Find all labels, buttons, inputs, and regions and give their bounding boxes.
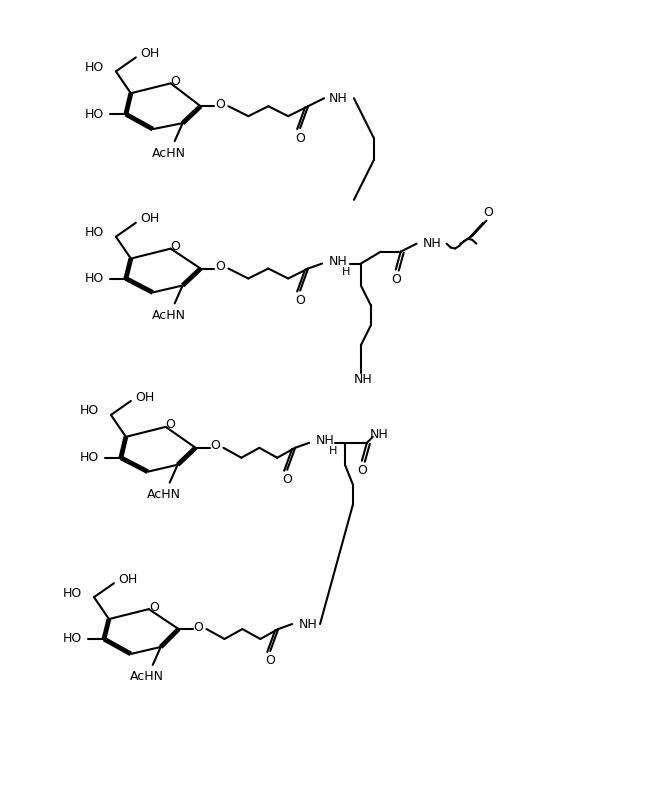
Text: HO: HO	[79, 451, 99, 464]
Text: O: O	[193, 621, 203, 634]
Text: O: O	[171, 240, 181, 253]
Text: O: O	[295, 294, 305, 307]
Text: O: O	[357, 464, 367, 477]
Text: O: O	[391, 273, 401, 286]
Text: O: O	[265, 654, 275, 667]
Text: NH: NH	[354, 373, 372, 385]
Text: H: H	[342, 267, 350, 277]
Text: AcHN: AcHN	[147, 488, 181, 501]
Text: AcHN: AcHN	[151, 147, 185, 160]
Text: H: H	[329, 446, 338, 456]
Text: O: O	[295, 132, 305, 144]
Text: AcHN: AcHN	[151, 309, 185, 322]
Text: NH: NH	[329, 255, 348, 268]
Text: HO: HO	[85, 108, 103, 120]
Text: NH: NH	[423, 237, 442, 250]
Text: NH: NH	[315, 434, 334, 448]
Text: O: O	[165, 418, 175, 432]
Text: NH: NH	[329, 92, 348, 105]
Text: O: O	[484, 206, 494, 219]
Text: NH: NH	[370, 429, 388, 441]
Text: OH: OH	[135, 390, 155, 404]
Text: NH: NH	[299, 618, 317, 630]
Text: AcHN: AcHN	[130, 670, 164, 683]
Text: OH: OH	[140, 212, 159, 225]
Text: O: O	[215, 97, 225, 111]
Text: O: O	[282, 473, 292, 486]
Text: HO: HO	[85, 61, 103, 74]
Text: HO: HO	[79, 405, 99, 417]
Text: O: O	[171, 75, 181, 88]
Text: OH: OH	[118, 573, 137, 586]
Text: HO: HO	[63, 633, 82, 646]
Text: O: O	[211, 440, 220, 452]
Text: OH: OH	[140, 47, 159, 60]
Text: O: O	[149, 601, 159, 614]
Text: O: O	[215, 260, 225, 273]
Text: HO: HO	[85, 226, 103, 239]
Text: HO: HO	[63, 587, 82, 599]
Text: HO: HO	[85, 272, 103, 285]
